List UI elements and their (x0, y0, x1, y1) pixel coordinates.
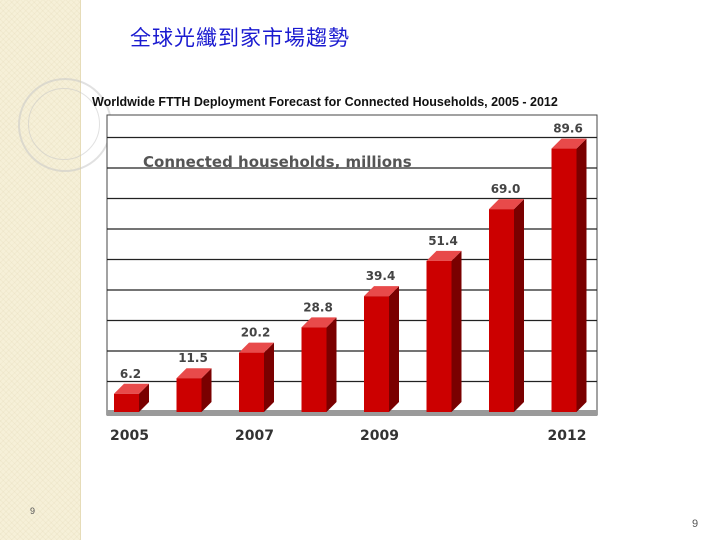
x-tick-label: 2005 (110, 428, 149, 444)
x-tick-label: 2007 (235, 428, 274, 444)
bar-side (576, 138, 587, 413)
bar-value-label: 20.2 (241, 326, 271, 340)
bar-side (139, 383, 149, 412)
chart-subtitle: Connected households, millions (143, 153, 412, 171)
bar (426, 260, 452, 412)
bar-value-label: 39.4 (366, 269, 396, 283)
bar-side (389, 286, 399, 412)
bar-value-label: 28.8 (303, 300, 333, 314)
bar (176, 378, 202, 412)
bar (489, 209, 514, 412)
bar-top (426, 250, 462, 261)
chart-title: Worldwide FTTH Deployment Forecast for C… (92, 95, 558, 109)
chart-floor (107, 410, 597, 416)
x-tick-label: 2012 (548, 428, 587, 444)
bar (239, 352, 264, 412)
bar-top (301, 317, 337, 328)
value-labels: 6.2 11.5 20.2 28.8 39.4 51.4 69.0 89.6 (120, 122, 583, 381)
bar-top (551, 138, 587, 149)
bar-top (364, 286, 399, 297)
bar (551, 148, 577, 413)
bar-top (239, 342, 274, 353)
x-tick-labels: 2005 2007 2009 2012 (110, 428, 586, 444)
slide-title: 全球光纖到家市場趨勢 (130, 26, 350, 50)
bar-side (451, 250, 462, 412)
slide-number: 9 (692, 518, 699, 530)
bar-top (176, 368, 212, 379)
bar (364, 296, 389, 412)
bar-top (489, 199, 524, 210)
bar-value-label: 89.6 (553, 122, 583, 136)
bar-side (264, 342, 274, 412)
bar-value-label: 6.2 (120, 367, 141, 381)
decorative-ring-inner (28, 88, 100, 160)
x-tick-label: 2009 (360, 428, 399, 444)
slide-number-small: 9 (30, 506, 36, 516)
bar-top (114, 383, 149, 394)
bar-side (514, 199, 524, 412)
bar (114, 393, 139, 412)
bar-value-label: 69.0 (491, 182, 521, 196)
bar-value-label: 11.5 (178, 351, 208, 365)
bar (301, 327, 327, 412)
bar-value-label: 51.4 (428, 234, 458, 248)
bars (114, 138, 587, 413)
bar-side (326, 317, 337, 412)
bar-side (201, 368, 212, 412)
